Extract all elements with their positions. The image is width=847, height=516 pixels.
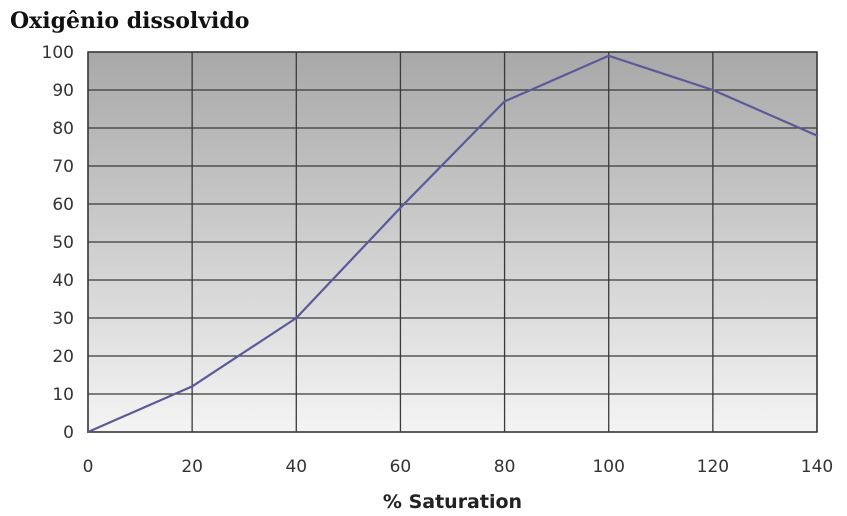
data-point: [399, 206, 402, 209]
y-tick-label: 60: [52, 195, 74, 215]
data-point: [711, 88, 715, 92]
data-point: [86, 430, 90, 434]
x-axis-title: % Saturation: [383, 491, 522, 513]
x-tick-label: 80: [494, 457, 516, 477]
x-tick-label: 120: [697, 457, 729, 477]
data-point: [815, 134, 819, 137]
y-tick-label: 90: [52, 81, 74, 101]
y-tick-label: 40: [52, 271, 74, 291]
x-tick-label: 60: [390, 457, 412, 477]
data-point: [295, 316, 298, 320]
y-tick-label: 70: [52, 157, 74, 177]
data-point: [607, 54, 610, 57]
y-tick-label: 50: [52, 233, 74, 253]
data-point: [503, 100, 506, 103]
x-tick-label: 100: [592, 457, 624, 477]
y-tick-label: 30: [52, 309, 74, 329]
chart-title: Oxigênio dissolvido: [10, 8, 250, 34]
plot-border: [87, 51, 818, 433]
y-tick-label: 100: [42, 43, 74, 63]
x-tick-label: 20: [181, 457, 203, 477]
y-tick-label: 0: [63, 423, 74, 443]
y-tick-label: 80: [52, 119, 74, 139]
series-line: [87, 54, 818, 434]
x-tick-label: 0: [83, 457, 94, 477]
y-tick-label: 10: [52, 385, 74, 405]
x-tick-label: 40: [285, 457, 307, 477]
y-tick-label: 20: [52, 347, 74, 367]
x-tick-label: 140: [801, 457, 833, 477]
data-point: [190, 385, 194, 388]
